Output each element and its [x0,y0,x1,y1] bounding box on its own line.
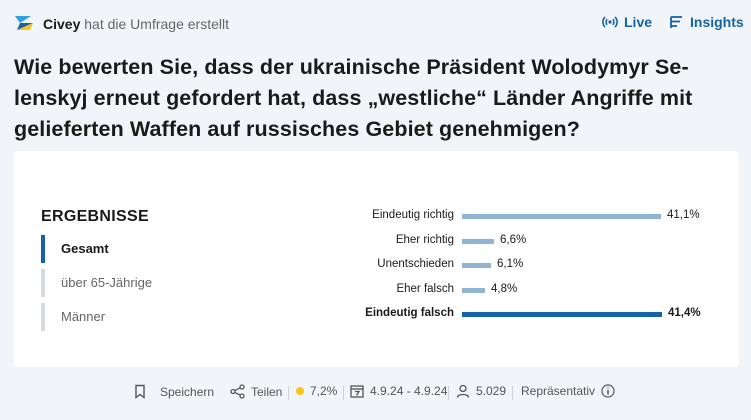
participants: 5.029 [456,384,506,398]
category-label: Eher richtig [395,233,454,246]
category-label: Unentschieden [377,258,454,270]
poll-question: Wie bewerten Sie, dass der ukrainische P… [14,55,693,141]
share-button[interactable]: Teilen [230,384,282,399]
share-label: Teilen [251,384,283,399]
chart-row: Eher falsch 4,8% [14,280,739,300]
live-label: Live [624,14,653,30]
value-label: 6,1% [497,258,524,270]
filter-gesamt[interactable]: Gesamt [41,235,221,263]
insights-label: Insights [690,14,744,30]
category-label: Eindeutig falsch [365,307,454,319]
save-button[interactable]: Speichern [134,384,214,399]
broadcast-icon [602,14,618,30]
result-bar [462,263,491,268]
person-icon [456,384,470,398]
value-label: 41,4% [668,307,701,319]
quality-dot-icon [296,387,304,395]
result-bar [462,214,661,219]
survey-period: 4.9.24 - 4.9.24 [350,384,447,398]
category-label: Eher falsch [396,282,454,295]
chart-row: Eindeutig falsch 41,4% [14,304,739,324]
brand-name[interactable]: Civey [43,16,81,32]
value-label: 41,1% [667,209,700,221]
chart-row: Unentschieden 6,1% [14,255,739,275]
category-label: Eindeutig richtig [372,209,454,221]
bookmark-icon [134,384,146,399]
value-label: 6,6% [500,233,527,246]
civey-logo-icon [12,12,36,34]
result-bar [462,238,494,244]
brand-line: Civey hat die Umfrage erstellt [43,16,229,32]
representative-info[interactable]: Repräsentativ [521,384,615,398]
footer-divider [343,386,344,400]
footer-bar: Speichern Teilen 7,2% 4.9.24 - 4.9.24 [0,380,751,406]
result-bar [462,312,662,317]
survey-period-value: 4.9.24 - 4.9.24 [370,384,448,398]
margin-of-error: 7,2% [296,384,337,398]
results-card: ERGEBNISSE Gesamt über 65-Jährige Männer… [14,151,739,367]
chart-row: Eindeutig richtig 41,1% [14,206,739,226]
info-icon[interactable] [601,384,615,398]
representative-label: Repräsentativ [521,384,596,398]
brand-action: hat die Umfrage erstellt [84,16,229,32]
live-button[interactable]: Live [602,14,652,30]
header: Civey hat die Umfrage erstellt Live Insi… [0,0,751,46]
insights-button[interactable]: Insights [669,14,744,30]
margin-of-error-value: 7,2% [310,384,338,398]
footer-divider [288,386,289,400]
filter-maenner[interactable]: Männer [41,303,221,331]
chart-row: Eher richtig 6,6% [14,231,739,251]
results-title: ERGEBNISSE [41,208,149,225]
value-label: 4,8% [491,282,518,295]
share-icon [230,384,245,399]
calendar-icon [350,384,364,398]
result-bar [462,287,485,293]
footer-divider [448,386,449,400]
save-label: Speichern [160,384,215,399]
footer-divider [512,386,513,400]
participants-value: 5.029 [476,384,507,398]
insights-icon [669,15,684,29]
filter-ueber-65[interactable]: über 65-Jährige [41,269,221,297]
